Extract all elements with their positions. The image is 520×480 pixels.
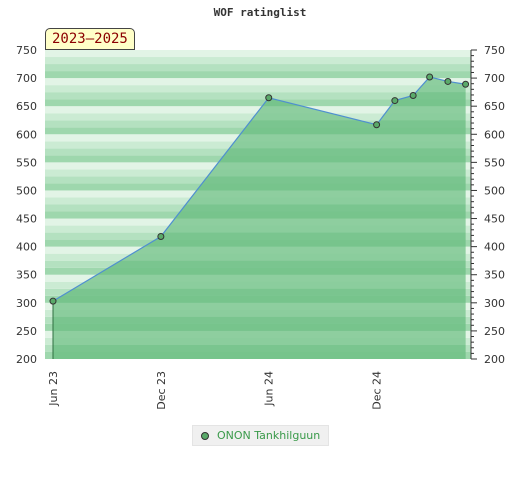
area-stripe	[53, 155, 466, 163]
y-tick-label: 250	[16, 325, 37, 338]
rating-point	[49, 297, 57, 305]
area-stripe	[53, 323, 466, 331]
y-tick-label: 300	[484, 297, 505, 310]
y-tick-label: 750	[484, 44, 505, 57]
y-tick-label: 400	[484, 241, 505, 254]
rating-point	[444, 77, 452, 85]
area-stripe	[53, 225, 466, 233]
area-stripe	[53, 330, 466, 338]
rating-point	[391, 97, 399, 105]
y-tick-label: 200	[16, 353, 37, 366]
y-tick-label: 500	[484, 184, 505, 197]
y-tick-label: 200	[484, 353, 505, 366]
x-tick-label: Dec 24	[371, 371, 384, 410]
area-stripe	[53, 169, 466, 177]
area-stripe	[53, 162, 466, 170]
y-tick-label: 650	[484, 100, 505, 113]
area-stripe	[53, 267, 466, 275]
area-stripe	[53, 281, 466, 289]
x-axis: Jun 23 Dec 23 Jun 24 Dec 24	[47, 371, 384, 410]
rating-point	[462, 80, 470, 88]
area-stripe	[53, 232, 466, 240]
background-band	[45, 71, 471, 79]
background-band	[45, 106, 471, 114]
area-stripe	[53, 141, 466, 149]
background-band	[45, 50, 471, 58]
area-stripe	[53, 302, 466, 310]
y-tick-label: 650	[16, 100, 37, 113]
y-tick-label: 300	[16, 297, 37, 310]
y-tick-label: 350	[484, 269, 505, 282]
rating-point	[157, 233, 165, 241]
area-stripe	[53, 253, 466, 261]
y-tick-label: 450	[16, 213, 37, 226]
area-stripe	[53, 197, 466, 205]
y-tick-label: 500	[16, 184, 37, 197]
area-stripe	[53, 288, 466, 296]
area-stripe	[53, 218, 466, 226]
y-tick-label: 600	[484, 128, 505, 141]
x-tick-label: Jun 23	[47, 371, 60, 407]
area-stripe	[53, 190, 466, 198]
area-stripe	[53, 260, 466, 268]
area-stripe	[53, 204, 466, 212]
area-stripe	[53, 211, 466, 219]
y-tick-label: 700	[484, 72, 505, 85]
y-tick-label: 750	[16, 44, 37, 57]
area-stripe	[53, 274, 466, 282]
area-stripe	[53, 316, 466, 324]
background-band	[45, 57, 471, 65]
y-tick-label: 550	[16, 156, 37, 169]
y-tick-label: 250	[484, 325, 505, 338]
area-stripe	[53, 351, 466, 359]
y-tick-label: 350	[16, 269, 37, 282]
area-stripe	[53, 309, 466, 317]
background-band	[45, 64, 471, 72]
area-stripe	[53, 344, 466, 352]
rating-point	[265, 94, 273, 102]
y-tick-label: 550	[484, 156, 505, 169]
area-stripe	[53, 295, 466, 303]
area-stripe	[53, 113, 466, 121]
y-axis-right: 200 250 300 350 400 450 500 550 600 650 700 750	[470, 44, 505, 366]
area-stripe	[53, 246, 466, 254]
legend-marker-icon	[201, 432, 209, 440]
area-stripe	[53, 120, 466, 128]
area-stripe	[53, 239, 466, 247]
rating-point	[409, 92, 417, 100]
area-stripe	[53, 127, 466, 135]
area-stripe	[53, 183, 466, 191]
background-band	[45, 85, 471, 93]
y-tick-label: 450	[484, 213, 505, 226]
y-axis-left: 200 250 300 350 400 450 500 550 600 650 700 750	[16, 44, 37, 366]
rating-points	[49, 73, 470, 305]
x-tick-label: Jun 24	[263, 371, 276, 407]
period-badge: 2023–2025	[45, 28, 135, 50]
x-tick-label: Dec 23	[155, 371, 168, 410]
y-tick-label: 400	[16, 241, 37, 254]
background-band	[45, 92, 471, 100]
background-band	[45, 99, 471, 107]
area-stripe	[53, 134, 466, 142]
area-stripe	[53, 337, 466, 345]
chart-title: WOF ratinglist	[213, 6, 307, 19]
area-stripe	[53, 148, 466, 156]
y-tick-label: 600	[16, 128, 37, 141]
background-band	[45, 78, 471, 86]
y-tick-label: 700	[16, 72, 37, 85]
rating-point	[426, 73, 434, 81]
area-stripe	[53, 176, 466, 184]
rating-point	[373, 121, 381, 129]
legend-label: ONON Tankhilguun	[217, 429, 321, 442]
legend: ONON Tankhilguun	[192, 425, 329, 446]
